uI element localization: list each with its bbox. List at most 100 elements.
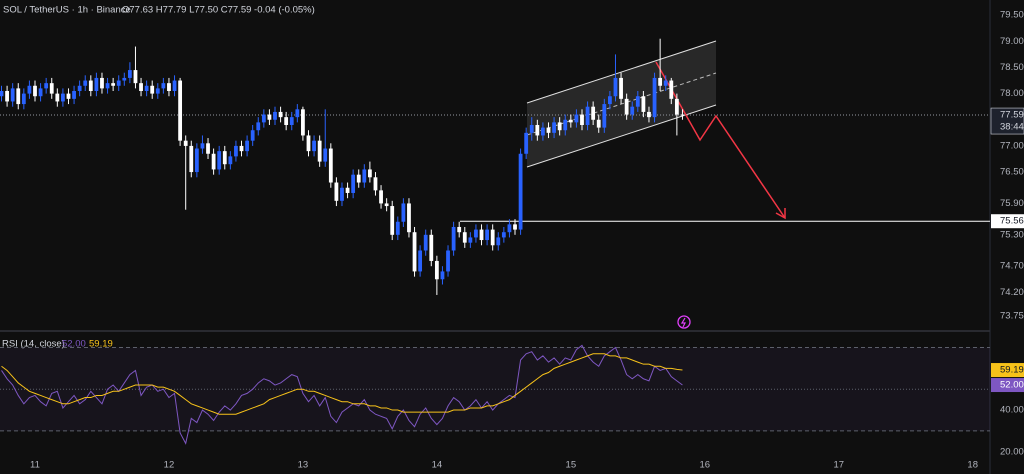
candle-body (189, 145, 194, 173)
candle-body (585, 106, 590, 125)
chart-title: SOL / TetherUS · 1h · Binance (3, 5, 131, 16)
y-tick-label: 73.75 (1000, 310, 1024, 321)
candle-body (496, 237, 501, 246)
candle-body (150, 85, 155, 94)
candle-body (440, 271, 445, 280)
candle-body (44, 83, 49, 89)
candle-body (568, 119, 573, 123)
candle-body (38, 88, 43, 97)
candle-body (591, 106, 596, 120)
channel-upper (526, 40, 717, 104)
candle-body (289, 117, 294, 125)
candle-body (167, 83, 171, 91)
candle-body (468, 237, 473, 243)
candle-body (557, 122, 562, 131)
event-icon[interactable] (677, 315, 691, 329)
y-tick-label: 75.30 (1000, 229, 1024, 240)
candle-body (61, 93, 65, 102)
candle-body (418, 250, 423, 272)
candle-body (351, 174, 356, 193)
candle-body (613, 77, 618, 97)
candle-body (122, 77, 127, 81)
candle-body (407, 203, 411, 233)
last-price-label: 77.59 (1000, 110, 1024, 121)
x-tick-label: 12 (164, 460, 175, 471)
candle-body (434, 260, 439, 280)
candles (0, 38, 685, 295)
candle-body (602, 104, 607, 128)
candle-body (94, 77, 99, 91)
level-badge (991, 214, 1024, 229)
candle-body (33, 85, 37, 97)
candle-body (356, 174, 361, 183)
candle-body (619, 77, 623, 99)
rsi-badge-label: 59.19 (1000, 365, 1024, 376)
candle-body (16, 88, 21, 105)
candle-body (217, 151, 222, 170)
candle-body (552, 122, 556, 133)
candle-body (546, 127, 551, 133)
candle-body (384, 203, 389, 207)
candle-body (155, 88, 160, 94)
candle-body (172, 80, 177, 91)
candle-body (295, 109, 300, 118)
candle-body (77, 85, 82, 91)
candle-body (211, 153, 216, 170)
candle-body (373, 177, 378, 191)
candle-body (630, 106, 635, 115)
candle-body (55, 93, 60, 102)
y-tick-label: 79.50 (1000, 10, 1024, 21)
x-tick-label: 16 (699, 460, 710, 471)
candle-body (596, 119, 601, 128)
rsi-value: 52.00 (62, 339, 86, 350)
candle-body (49, 83, 54, 94)
rsi-line (1, 344, 683, 445)
candle-body (239, 145, 244, 152)
candle-body (412, 232, 417, 272)
candle-body (273, 111, 277, 120)
x-tick-label: 14 (432, 460, 443, 471)
candle-body (658, 77, 663, 86)
rsi-title: RSI (14, close) (2, 339, 65, 350)
y-tick-label: 77.00 (1000, 140, 1024, 151)
x-tick-label: 15 (566, 460, 577, 471)
candle-body (5, 90, 9, 102)
candle-body (306, 135, 311, 152)
candle-body (66, 93, 71, 99)
candle-body (652, 77, 657, 118)
candle-body (0, 90, 4, 97)
candle-body (317, 140, 322, 162)
candle-body (423, 234, 428, 251)
ohlc-legend: O77.63 H77.79 L77.50 C77.59 -0.04 (-0.05… (122, 5, 315, 16)
candle-body (105, 83, 110, 89)
candle-body (446, 250, 450, 272)
candle-body (328, 148, 333, 183)
candle-body (10, 88, 15, 102)
candle-body (72, 90, 76, 99)
candle-body (535, 124, 540, 136)
candle-body (647, 111, 651, 118)
candle-body (607, 96, 612, 105)
y-tick-label: 74.70 (1000, 261, 1024, 272)
candle-body (323, 148, 328, 162)
candle-body (194, 148, 199, 173)
candle-body (234, 145, 238, 157)
candle-body (457, 226, 462, 233)
candle-body (563, 119, 568, 131)
y-tick-label: 79.00 (1000, 36, 1024, 47)
candle-body (111, 83, 116, 86)
candle-body (245, 140, 249, 152)
arrow-head (775, 208, 786, 220)
candle-body (284, 117, 289, 125)
candle-body (395, 221, 400, 235)
candle-body (27, 85, 32, 94)
event-icon-bolt (680, 317, 686, 328)
candle-body (490, 229, 495, 246)
rsi-ma-value: 59.19 (89, 339, 113, 350)
candle-body (541, 127, 545, 136)
candle-body (267, 114, 272, 120)
candle-body (144, 85, 149, 91)
candle-body (367, 169, 372, 178)
rsi-badge (991, 363, 1024, 378)
